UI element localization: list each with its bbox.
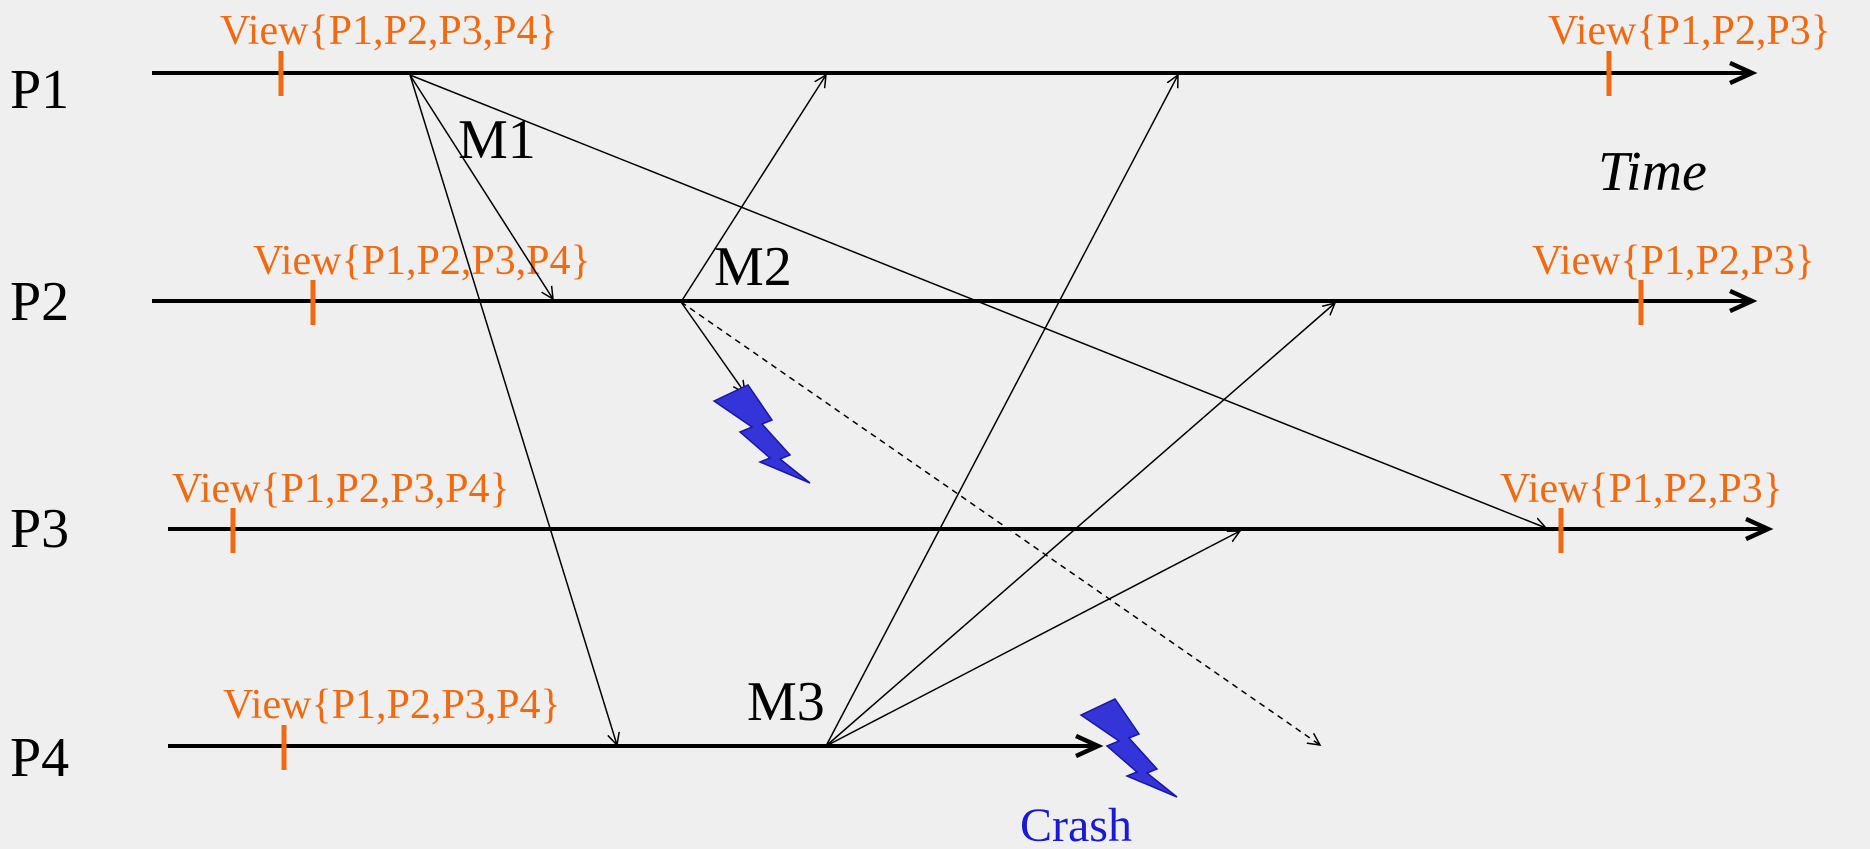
message-label-m1: M1	[458, 109, 536, 171]
lightning-bolt-icon	[1079, 698, 1178, 798]
message-m3-to-p2	[825, 303, 1335, 747]
process-label-p4: P4	[10, 727, 69, 789]
view-label-p2-initial: View{P1,P2,P3,P4}	[253, 238, 591, 284]
message-m1-to-p3	[409, 74, 1546, 528]
message-m1-to-p2	[409, 74, 553, 299]
message-m2-to-p4	[680, 301, 1320, 745]
process-label-p2: P2	[10, 271, 69, 333]
view-label-p1-initial: View{P1,P2,P3,P4}	[220, 8, 558, 54]
message-m2-lost-to-p3	[680, 301, 745, 393]
message-label-m2: M2	[714, 236, 792, 298]
message-m3-to-p1	[825, 75, 1178, 747]
view-label-p2-new: View{P1,P2,P3}	[1532, 238, 1815, 284]
message-label-m3: M3	[747, 671, 825, 733]
view-label-p3-initial: View{P1,P2,P3,P4}	[172, 466, 510, 512]
message-m3-to-p3	[825, 531, 1240, 747]
message-m1-to-p4	[409, 74, 617, 745]
view-ticks	[230, 51, 1644, 770]
view-label-p3-new: View{P1,P2,P3}	[1500, 466, 1783, 512]
process-label-p1: P1	[10, 59, 69, 121]
message-m2-to-p1	[680, 75, 826, 303]
view-label-p4-initial: View{P1,P2,P3,P4}	[223, 682, 561, 728]
crash-label: Crash	[1020, 799, 1132, 849]
time-axis-label: Time	[1598, 141, 1707, 203]
process-label-p3: P3	[10, 498, 69, 560]
view-label-p1-new: View{P1,P2,P3}	[1548, 8, 1831, 54]
lightning-bolt-icon	[712, 384, 811, 484]
